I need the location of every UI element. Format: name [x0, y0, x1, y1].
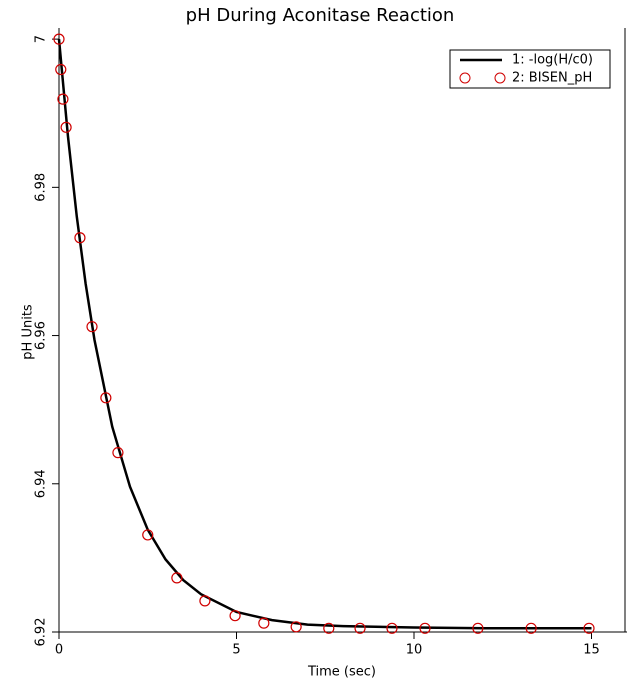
data-point [60, 121, 72, 133]
data-point [354, 622, 366, 634]
data-point [55, 63, 67, 76]
data-point [100, 392, 112, 404]
y-tick-label: 6.94 [34, 469, 49, 498]
data-point [323, 622, 335, 634]
data-point [258, 617, 270, 629]
legend-label: 2: BISEN_pH [512, 71, 592, 86]
x-tick-label: 10 [406, 643, 423, 658]
y-tick-label: 6.98 [34, 173, 49, 202]
x-axis-label: Time (sec) [307, 665, 376, 680]
x-tick-label: 5 [232, 643, 240, 658]
data-point [86, 321, 98, 333]
legend-marker [494, 72, 506, 84]
data-point [472, 622, 484, 634]
data-point [171, 572, 183, 584]
x-tick-label: 15 [583, 643, 600, 658]
y-tick-label: 6.96 [34, 321, 49, 350]
data-point [74, 232, 86, 244]
data-point [57, 93, 69, 105]
data-point [142, 529, 154, 541]
data-point [53, 33, 65, 45]
legend-label: 1: -log(H/c0) [512, 53, 593, 68]
data-point [229, 610, 241, 622]
data-point [419, 622, 431, 634]
chart-title: pH During Aconitase Reaction [186, 5, 455, 26]
x-tick-label: 0 [55, 643, 63, 658]
y-axis-label: pH Units [21, 304, 36, 360]
data-point [199, 595, 211, 607]
data-point [583, 622, 595, 634]
data-point [525, 622, 537, 634]
y-tick-label: 7 [34, 35, 49, 43]
data-point [386, 622, 398, 634]
legend-marker [459, 72, 471, 84]
legend-box [449, 49, 611, 89]
y-tick-label: 6.92 [34, 618, 49, 647]
data-point [112, 447, 124, 459]
data-point [290, 621, 302, 633]
